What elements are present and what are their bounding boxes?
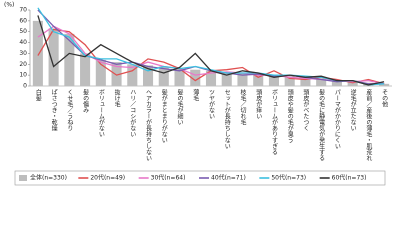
y-tick-label: 70 [19, 7, 27, 14]
legend-label: 40代(n=71) [211, 174, 246, 182]
legend-label: 20代(n=49) [90, 174, 125, 182]
bar [253, 74, 264, 86]
x-tick-label: 抜け毛 [113, 88, 120, 107]
bar [300, 77, 311, 86]
bar [64, 33, 75, 86]
x-tick-label: ハリ／コシがない [129, 89, 136, 137]
bar [268, 75, 279, 86]
x-tick-label: 髪の傷み [82, 88, 89, 114]
chart: (%) 0 10 20 30 40 50 60 70 白髪 ぱさつき・乾燥 くせ毛／うねり 髪の傷み ボ… [4, 2, 392, 186]
x-tick-label: 産前／産後の薄毛・肌荒れ [365, 88, 372, 161]
x-tick-label: 逆毛が立たない [349, 88, 356, 131]
bar [331, 80, 342, 86]
bar [237, 72, 248, 86]
x-tick-label: ぱさつき・乾燥 [50, 89, 57, 132]
x-tick-label: 頭皮が痒い [255, 89, 262, 119]
bar [32, 20, 43, 86]
x-tick-label: 髪の毛が細い [176, 88, 183, 125]
y-tick-label: 50 [19, 28, 27, 35]
x-tick-label: セットが長持ちしない [223, 89, 230, 149]
bar [111, 62, 122, 86]
x-tick-label: 頭皮や髪の毛が臭う [286, 89, 293, 143]
x-tick-label: 髪の毛に静電気が発生する [318, 88, 325, 161]
legend-label: 60代(n=73) [332, 174, 367, 182]
x-tick-label: その他 [381, 89, 388, 108]
y-tick-label: 40 [19, 39, 27, 46]
bar [174, 68, 185, 86]
legend-box [14, 170, 386, 186]
bar [127, 64, 138, 86]
bar [205, 70, 217, 86]
x-tick-label: ヘアカラーが長持ちしない [145, 89, 152, 161]
y-axis-label: (%) [4, 2, 14, 9]
bar [379, 83, 390, 86]
bar [143, 65, 154, 86]
x-tick-label: ボリュームがない [97, 89, 104, 137]
x-tick-label: 薄毛 [192, 88, 199, 101]
x-tick-label: パーマがかかりにくい [333, 89, 340, 149]
y-tick-label: 30 [19, 50, 27, 57]
bar [190, 69, 201, 86]
legend-label: 30代(n=64) [151, 174, 186, 182]
y-tick-label: 20 [19, 61, 27, 68]
line-series [37, 15, 385, 86]
legend-swatch [19, 175, 27, 181]
x-tick-label: ツヤがない [208, 89, 215, 119]
x-tick-label: 枝毛／切れ毛 [239, 88, 246, 125]
x-tick-label: 髪がまとまりがない [160, 88, 167, 143]
bar [95, 59, 106, 86]
x-tick-label: ボリュームがありすぎる [270, 89, 277, 155]
x-tick-label: 頭皮がべたつく [302, 89, 309, 131]
bar [221, 71, 232, 86]
bar [316, 78, 327, 86]
bar [158, 66, 169, 86]
legend-label: 50代(n=73) [271, 174, 306, 182]
y-tick-label: 0 [23, 83, 27, 90]
bar [347, 81, 358, 86]
legend-label: 全体(n=330) [30, 174, 67, 182]
y-tick-label: 60 [19, 17, 27, 24]
bar [80, 53, 91, 86]
x-tick-label: 白髪 [34, 88, 41, 102]
line-series [37, 7, 385, 86]
bar [284, 76, 295, 86]
y-tick-label: 10 [19, 72, 27, 79]
x-tick-label: くせ毛／うねり [66, 89, 73, 131]
bar [48, 28, 59, 86]
